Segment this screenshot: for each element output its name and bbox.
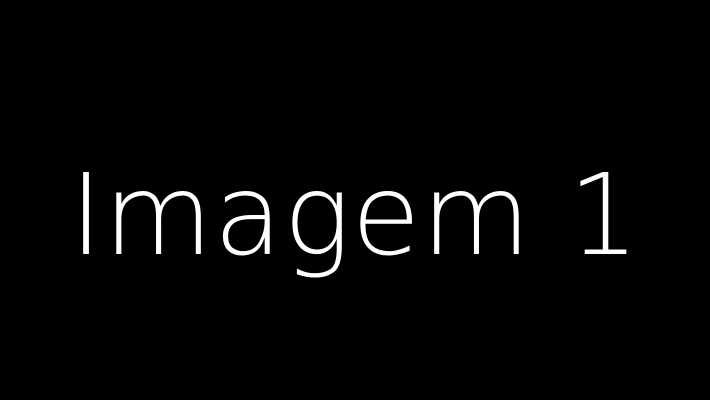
slide-title: Imagem 1 [69, 151, 641, 281]
